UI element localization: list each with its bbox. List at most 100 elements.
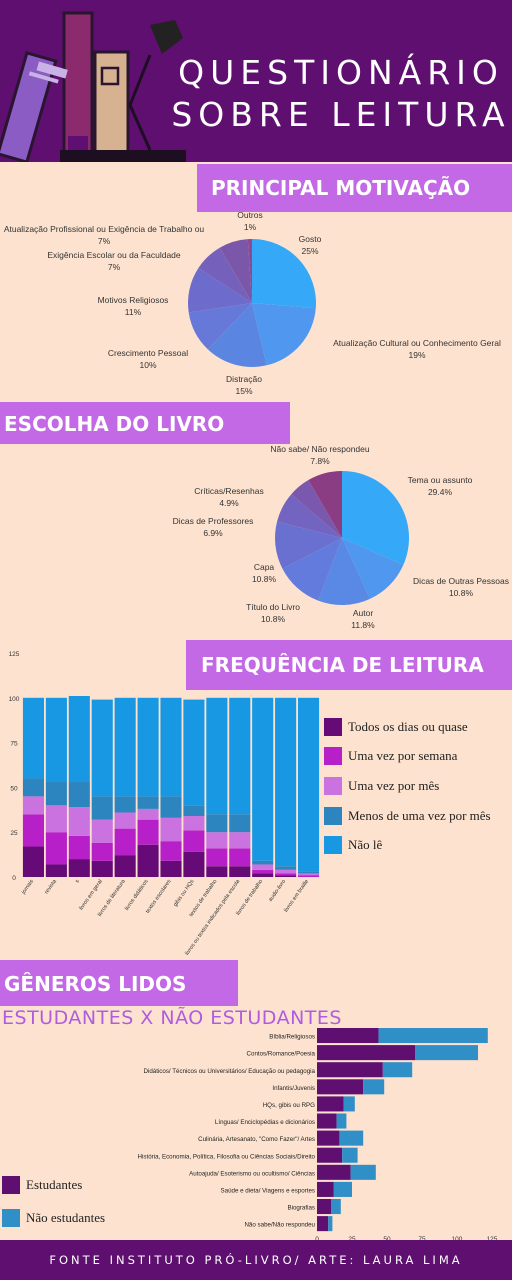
section-title-choice: ESCOLHA DO LIVRO	[0, 402, 290, 444]
bar-segment	[183, 830, 205, 852]
y-category-label: Didáticos/ Técnicos ou Universitários/ E…	[143, 1068, 315, 1075]
bar-segment	[339, 1130, 364, 1146]
bar-segment	[68, 835, 90, 860]
bar-segment	[252, 864, 274, 870]
bar-segment	[22, 846, 45, 877]
footer-credits: FONTE INSTITUTO PRÓ-LIVRO/ ARTE: LAURA L…	[0, 1240, 512, 1280]
motivation-pie-chart: Gosto 25% Atualização Cultural ou Conhecim…	[4, 212, 501, 396]
bar-segment	[317, 1028, 379, 1044]
x-tick-label: s	[74, 879, 81, 885]
bar-segment	[297, 873, 320, 876]
y-category-label: Contos/Romance/Poesia	[247, 1051, 316, 1058]
bar-segment	[229, 832, 251, 849]
x-tick-label: 0	[315, 1236, 319, 1242]
x-tick-label: livros em braille	[283, 879, 310, 914]
y-tick-label: 0	[12, 875, 16, 882]
genres-subtitle: ESTUDANTES X NÃO ESTUDANTES	[2, 1007, 342, 1029]
legend-item: Estudantes	[2, 1176, 82, 1194]
bar-segment	[317, 1216, 329, 1232]
pie-slice-label: Atualização Profissional ou Exigência de…	[4, 224, 205, 234]
bar-segment	[22, 796, 45, 815]
legend-swatch	[324, 777, 342, 795]
bar-segment	[183, 699, 205, 806]
x-tick-label: 75	[418, 1236, 426, 1242]
pie-slice-label: Exigência Escolar ou da Faculdade	[47, 250, 181, 260]
legend-label: Estudantes	[26, 1177, 83, 1192]
legend-swatch	[324, 807, 342, 825]
y-category-label: Bíblia/Religiosos	[269, 1034, 315, 1041]
legend-item: Uma vez por semana	[324, 747, 457, 765]
bar-segment	[114, 697, 136, 797]
bar-segment	[343, 1096, 355, 1112]
pie-slice	[207, 303, 267, 367]
x-tick-label: 125	[487, 1236, 498, 1242]
bar-segment	[336, 1113, 347, 1129]
legend-label: Uma vez por mês	[348, 778, 440, 793]
bar-segment	[160, 860, 182, 877]
bar-segment	[45, 782, 67, 806]
legend-label: Todos os dias ou quase	[348, 719, 468, 734]
pie-slice-value: 10.8%	[449, 588, 474, 598]
pie-slice-value: 29.4%	[428, 487, 453, 497]
pie-slice	[277, 494, 342, 538]
bar-segment	[68, 859, 90, 877]
pie-slice-value: 10%	[139, 360, 156, 370]
bar-segment	[137, 819, 159, 845]
bar-segment	[114, 796, 136, 813]
bar-segment	[183, 805, 205, 817]
x-tick-label: jornais	[20, 879, 35, 897]
pie-slice-label: Atualização Cultural ou Conhecimento Ger…	[333, 338, 501, 348]
pie-slice	[342, 538, 404, 599]
books-lamp-illustration	[0, 11, 186, 162]
pie-slice-value: 7%	[98, 236, 111, 246]
bar-segment	[22, 814, 45, 847]
legend-item: Todos os dias ou quase	[324, 718, 468, 736]
pie-slice-label: Autor	[353, 608, 373, 618]
bar-segment	[297, 697, 320, 872]
bar-segment	[183, 816, 205, 831]
bar-segment	[183, 851, 205, 877]
bar-segment	[160, 796, 182, 818]
y-tick-label: 50	[10, 785, 18, 792]
pie-slice-value: 1%	[244, 222, 257, 232]
y-category-label: Saúde e dieta/ Viagens e esportes	[221, 1188, 316, 1195]
pie-slice	[188, 267, 252, 313]
bar-segment	[317, 1096, 344, 1112]
bar-segment	[114, 812, 136, 829]
y-category-label: Biografias	[287, 1205, 315, 1212]
bar-segment	[22, 697, 45, 779]
bar-segment	[45, 864, 67, 877]
pie-slice-label: Crescimento Pessoal	[108, 348, 188, 358]
legend-swatch	[2, 1176, 20, 1194]
x-tick-label: textos escolares	[145, 879, 173, 915]
legend-item: Não estudantes	[2, 1209, 105, 1227]
pie-slice	[342, 471, 410, 565]
bar-segment	[378, 1028, 488, 1044]
bar-segment	[252, 697, 274, 861]
bar-segment	[382, 1062, 413, 1078]
bar-segment	[363, 1079, 385, 1095]
pie-slice-value: 10.8%	[261, 614, 286, 624]
bar-segment	[342, 1147, 358, 1163]
pie-slice-label: Título do Livro	[246, 602, 300, 612]
choice-pie-chart: Tema ou assunto 29.4% Dicas de Outras Pess…	[173, 444, 509, 630]
bar-segment	[206, 848, 228, 867]
pie-slice-label: Capa	[254, 562, 275, 572]
bar-segment	[137, 697, 159, 797]
legend-label: Não lê	[348, 837, 383, 852]
x-tick-label: 25	[348, 1236, 356, 1242]
bar-segment	[206, 697, 228, 815]
pie-slice	[318, 538, 371, 605]
pie-slice-label: Motivos Religiosos	[98, 295, 169, 305]
pie-slice-value: 4.9%	[219, 498, 239, 508]
bar-segment	[297, 875, 320, 877]
legend-item: Menos de uma vez por mês	[324, 807, 491, 825]
pie-slice-value: 10.8%	[252, 574, 277, 584]
bar-segment	[317, 1079, 364, 1095]
header: QUESTIONÁRIO SOBRE LEITURA	[0, 0, 512, 162]
x-tick-label: 50	[383, 1236, 391, 1242]
bar-segment	[275, 869, 297, 874]
pie-slice	[282, 538, 342, 601]
pie-slice-value: 6.9%	[203, 528, 223, 538]
page-title: QUESTIONÁRIO SOBRE LEITURA	[170, 52, 512, 136]
